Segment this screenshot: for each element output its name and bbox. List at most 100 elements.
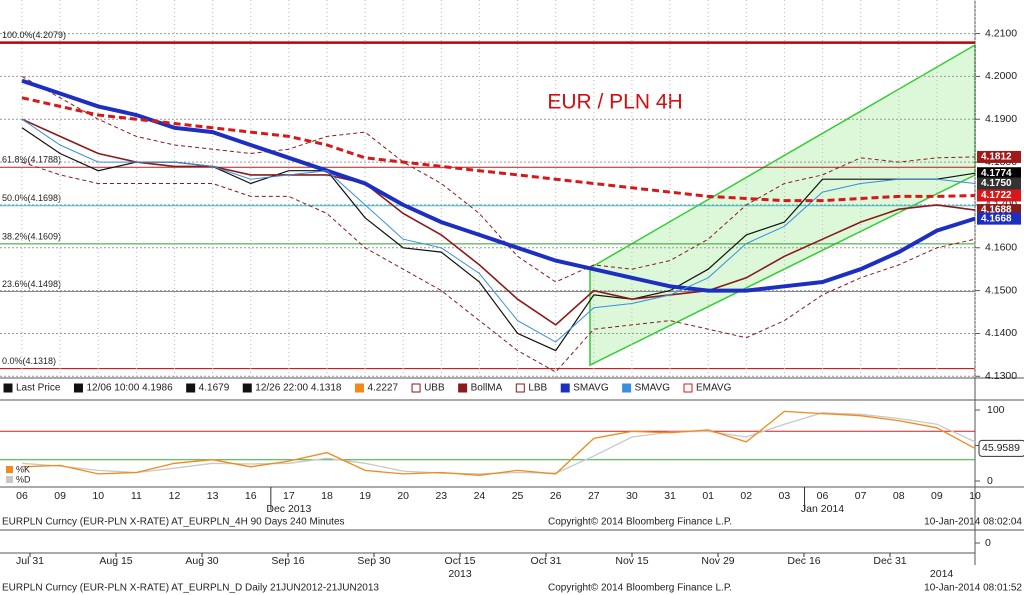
x-tick-label: Dec 16 — [787, 555, 820, 567]
price-tag — [977, 150, 1021, 163]
x-tick-label: Oct 31 — [531, 555, 562, 567]
legend-label: SMAVG — [573, 383, 609, 394]
price-tag — [977, 177, 1021, 190]
x-tick-label: 09 — [931, 490, 943, 502]
price-tag-label: 4.1722 — [981, 190, 1012, 201]
x-group-label: 2013 — [448, 568, 472, 580]
footer-text: Copyright© 2014 Bloomberg Finance L.P. — [548, 583, 732, 594]
y-tick-label: 4.1900 — [985, 113, 1017, 125]
x-tick-label: 07 — [855, 490, 867, 502]
x-tick-label: Nov 15 — [615, 555, 648, 567]
x-tick-label: Sep 16 — [271, 555, 304, 567]
footer-text: Copyright© 2014 Bloomberg Finance L.P. — [548, 517, 732, 528]
x-tick-label: 23 — [435, 490, 447, 502]
legend-swatch — [515, 383, 525, 393]
legend-label: 4.2227 — [367, 383, 398, 394]
price-tag-label: 4.1668 — [981, 213, 1012, 224]
x-tick-label: Jul 31 — [16, 555, 44, 567]
legend-label: SMAVG — [635, 383, 671, 394]
x-tick-label: 18 — [321, 490, 333, 502]
legend-label: %D — [16, 474, 31, 484]
x-tick-label: 26 — [550, 490, 562, 502]
legend-swatch — [683, 383, 693, 393]
legend-swatch — [6, 466, 13, 473]
legend-swatch — [622, 383, 632, 393]
stoch-line — [21, 410, 976, 476]
value-tag — [978, 439, 1024, 457]
x-tick-label: Sep 30 — [357, 555, 390, 567]
price-line — [21, 118, 976, 326]
x-tick-label: 06 — [16, 490, 28, 502]
price-tag-label: 4.1774 — [981, 168, 1012, 179]
x-tick-label: 10 — [969, 490, 981, 502]
x-tick-label: 01 — [702, 490, 714, 502]
legend-label: 4.1679 — [199, 383, 230, 394]
x-tick-label: 17 — [283, 490, 295, 502]
y-tick-label: 4.1500 — [985, 284, 1017, 296]
legend-swatch — [242, 383, 252, 393]
x-tick-label: 24 — [474, 490, 486, 502]
x-tick-label: 02 — [740, 490, 752, 502]
legend-label: %K — [16, 464, 30, 474]
x-tick-label: 30 — [626, 490, 638, 502]
legend-label: 12/26 22:00 4.1318 — [255, 383, 342, 394]
x-tick-label: 16 — [245, 490, 257, 502]
price-line — [21, 118, 976, 343]
legend-swatch — [186, 383, 196, 393]
legend-swatch — [3, 383, 13, 393]
legend-swatch — [73, 383, 83, 393]
y-tick-label: 4.2000 — [985, 70, 1017, 82]
x-tick-label: Dec 31 — [873, 555, 906, 567]
x-tick-label: 11 — [131, 490, 142, 502]
fib-label: 61.8%(4.1788) — [2, 155, 61, 165]
price-tag-label: 4.1812 — [981, 152, 1012, 163]
y-tick-label: 4.1400 — [985, 327, 1017, 339]
x-group-label: Dec 2013 — [266, 503, 311, 515]
x-tick-label: 10 — [92, 490, 104, 502]
x-tick-label: 20 — [397, 490, 409, 502]
price-tag — [977, 212, 1021, 225]
x-tick-label: Aug 15 — [99, 555, 132, 567]
x-tick-label: 09 — [54, 490, 66, 502]
x-tick-label: 25 — [512, 490, 524, 502]
x-tick-label: Aug 30 — [185, 555, 218, 567]
footer-text: 10-Jan-2014 08:01:52 — [924, 583, 1022, 594]
legend-swatch — [458, 383, 468, 393]
legend-label: UBB — [424, 383, 445, 394]
fib-label: 50.0%(4.1698) — [2, 193, 61, 203]
price-tag-label: 4.1750 — [981, 178, 1012, 189]
y-tick-label: 0 — [985, 537, 991, 549]
fib-label: 0.0%(4.1318) — [2, 356, 56, 366]
price-tag-label: 4.1688 — [981, 205, 1012, 216]
fib-label: 38.2%(4.1609) — [2, 231, 61, 241]
price-tag — [977, 189, 1021, 202]
x-tick-label: 13 — [207, 490, 219, 502]
x-tick-label: 31 — [664, 490, 676, 502]
y-tick-label: 4.1300 — [985, 370, 1017, 382]
legend-label: EMAVG — [696, 383, 732, 394]
fib-label: 23.6%(4.1498) — [2, 279, 61, 289]
price-line — [21, 161, 976, 373]
x-tick-label: 06 — [817, 490, 829, 502]
price-line — [21, 75, 976, 283]
footer-text: EURPLN Curncy (EUR-PLN X-RATE) AT_EURPLN… — [2, 583, 379, 594]
footer-text: EURPLN Curncy (EUR-PLN X-RATE) AT_EURPLN… — [2, 517, 345, 528]
fib-label: 100.0%(4.2079) — [2, 30, 66, 40]
y-tick-label: 0 — [987, 475, 993, 487]
x-tick-label: Oct 15 — [445, 555, 476, 567]
y-tick-label: 4.2100 — [985, 27, 1017, 39]
legend-swatch — [354, 383, 364, 393]
legend-swatch — [6, 476, 13, 483]
x-tick-label: 27 — [588, 490, 600, 502]
legend-label: BollMA — [471, 383, 503, 394]
y-tick-label: 4.1600 — [985, 242, 1017, 254]
legend-swatch — [560, 383, 570, 393]
x-tick-label: 08 — [893, 490, 905, 502]
price-line — [21, 78, 976, 293]
y-tick-label: 100 — [987, 404, 1005, 416]
x-tick-label: 03 — [779, 490, 791, 502]
legend-label: Last Price — [16, 383, 61, 394]
legend-swatch — [411, 383, 421, 393]
